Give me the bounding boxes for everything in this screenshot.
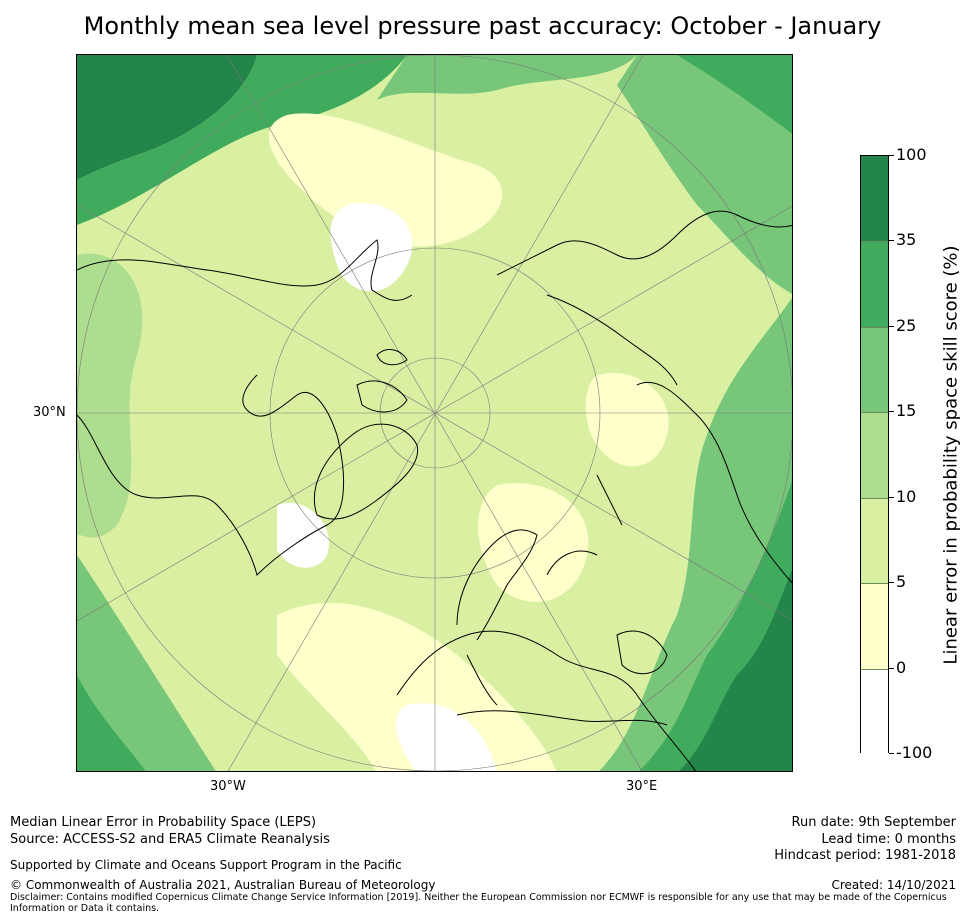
colorbar-tick-label: -100 bbox=[896, 743, 933, 762]
colorbar-tick-mark bbox=[889, 155, 894, 156]
lon-label-30e: 30°E bbox=[626, 779, 658, 794]
footer-support: Supported by Climate and Oceans Support … bbox=[10, 858, 402, 872]
field-ne-dark bbox=[677, 55, 792, 134]
colorbar-segment bbox=[861, 412, 888, 498]
graticule bbox=[77, 55, 792, 771]
coast-north-america bbox=[77, 239, 413, 576]
colorbar-segment bbox=[861, 583, 888, 669]
field-north-pale bbox=[268, 113, 503, 247]
field-sw-green bbox=[77, 555, 216, 771]
field-ne-mid bbox=[617, 55, 792, 294]
colorbar bbox=[860, 155, 889, 754]
colorbar-segment bbox=[861, 156, 888, 242]
field-atlantic-pale bbox=[478, 483, 589, 602]
field-south-white bbox=[396, 703, 497, 771]
field-asia-pale bbox=[585, 373, 669, 467]
map-canvas bbox=[77, 55, 792, 771]
coast-mediterranean bbox=[456, 710, 668, 726]
colorbar-segment bbox=[861, 497, 888, 584]
lead-time: Lead time: 0 months bbox=[821, 832, 956, 847]
colorbar-tick-mark bbox=[889, 496, 894, 498]
run-date: Run date: 9th September bbox=[791, 815, 956, 830]
footer-leps: Median Linear Error in Probability Space… bbox=[10, 815, 317, 830]
colorbar-tick-mark bbox=[889, 582, 894, 584]
colorbar-tick-mark bbox=[889, 667, 894, 669]
coast-greenland bbox=[313, 423, 419, 520]
field-se-dark bbox=[678, 569, 792, 771]
coast-russia-north bbox=[546, 294, 678, 386]
field-sw-dark bbox=[77, 675, 146, 771]
footer-disclaimer: Disclaimer: Contains modified Copernicus… bbox=[10, 892, 955, 914]
meridian bbox=[227, 55, 644, 771]
colorbar-tick-label: 25 bbox=[896, 315, 917, 335]
colorbar-segment bbox=[861, 326, 888, 413]
colorbar-tick-mark bbox=[889, 325, 894, 327]
lon-label-30w: 30°W bbox=[210, 779, 246, 794]
coast-scandinavia bbox=[456, 529, 598, 641]
colorbar-tick-label: 15 bbox=[896, 401, 917, 421]
field-south-pale bbox=[277, 602, 557, 771]
hindcast-period: Hindcast period: 1981-2018 bbox=[774, 848, 956, 863]
field-center-white bbox=[277, 503, 329, 568]
field-top-green bbox=[377, 55, 637, 100]
disclaimer-line-1: Disclaimer: Contains modified Copernicus… bbox=[10, 892, 947, 903]
colorbar-tick-label: 5 bbox=[896, 572, 907, 592]
colorbar-tick-label: 0 bbox=[896, 657, 907, 677]
coast-arctic-islands bbox=[356, 349, 408, 413]
colorbar-label: Linear error in probability space skill … bbox=[940, 245, 962, 665]
field-nw-mid bbox=[77, 55, 407, 225]
colorbar-segment bbox=[861, 241, 888, 327]
skill-score-map bbox=[76, 54, 793, 772]
colorbar-tick-label: 35 bbox=[896, 230, 917, 250]
field-nw-dark bbox=[77, 55, 257, 180]
colorbar-tick-mark bbox=[889, 240, 894, 242]
colorbar-tick-label: 10 bbox=[896, 486, 917, 506]
footer-source: Source: ACCESS-S2 and ERA5 Climate Reana… bbox=[10, 832, 330, 847]
meridian bbox=[77, 205, 792, 622]
footer-copyright: © Commonwealth of Australia 2021, Austra… bbox=[10, 878, 436, 892]
coastlines bbox=[77, 210, 792, 771]
coast-caspian bbox=[616, 630, 668, 675]
chart-title: Monthly mean sea level pressure past acc… bbox=[83, 12, 882, 40]
colorbar-segment bbox=[861, 668, 888, 754]
colorbar-tick-mark bbox=[889, 753, 894, 754]
coast-asia bbox=[496, 210, 792, 584]
coast-europe bbox=[396, 630, 697, 771]
field-west-light bbox=[77, 253, 143, 538]
disclaimer-line-2: Information or Data it contains. bbox=[10, 903, 160, 914]
colorbar-tick-label: 100 bbox=[896, 145, 927, 164]
created-date: Created: 14/10/2021 bbox=[831, 878, 956, 892]
lat-label-30n: 30°N bbox=[33, 405, 66, 420]
colorbar-tick-mark bbox=[889, 411, 894, 413]
